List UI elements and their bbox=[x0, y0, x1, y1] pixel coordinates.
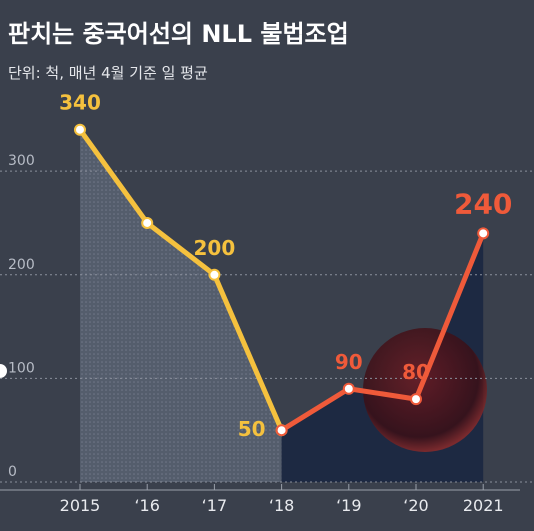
point bbox=[477, 227, 490, 240]
y-tick-label: 0 bbox=[8, 464, 17, 480]
line bbox=[280, 232, 486, 433]
x-tick-label: 2015 bbox=[60, 496, 101, 515]
y-tick-label: 200 bbox=[8, 257, 35, 273]
data-label: 340 bbox=[59, 91, 101, 115]
data-label: 90 bbox=[335, 350, 363, 374]
chart-subtitle: 단위: 척, 매년 4월 기준 일 평균 bbox=[8, 64, 208, 82]
point bbox=[275, 424, 288, 437]
x-tick-label: ‘19 bbox=[336, 496, 361, 515]
y-tick-label: 300 bbox=[8, 153, 35, 169]
x-tick-label: 2021 bbox=[463, 496, 504, 515]
data-label: 50 bbox=[238, 417, 266, 441]
x-tick-label: ‘16 bbox=[134, 496, 159, 515]
point bbox=[74, 123, 86, 136]
chart-title: 판치는 중국어선의 NLL 불법조업 bbox=[8, 20, 349, 48]
highlight-circle bbox=[363, 328, 487, 452]
x-tick-label: ‘18 bbox=[269, 496, 294, 515]
data-label: 200 bbox=[194, 236, 236, 260]
line bbox=[77, 128, 284, 432]
point bbox=[342, 382, 355, 395]
y-tick-label: 100 bbox=[8, 360, 35, 376]
x-tick-label: ‘17 bbox=[202, 496, 227, 515]
data-label: 80 bbox=[402, 360, 430, 384]
point bbox=[208, 268, 221, 281]
side-marker bbox=[0, 364, 7, 378]
data-label: 240 bbox=[454, 187, 512, 220]
x-tick-label: ‘20 bbox=[403, 496, 428, 515]
point bbox=[141, 216, 154, 229]
point bbox=[410, 393, 422, 406]
area bbox=[80, 129, 282, 482]
